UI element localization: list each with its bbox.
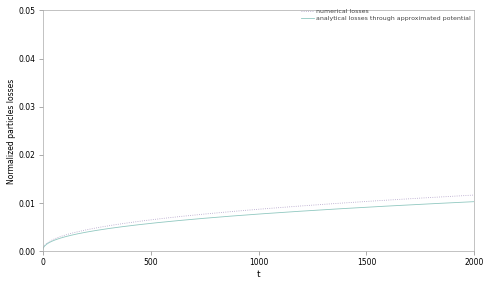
analytical losses through approximated potential bbox=[62, 235, 68, 239]
numerical losses bbox=[380, 199, 385, 202]
analytical losses through approximated potential bbox=[459, 200, 464, 204]
analytical losses through approximated potential bbox=[250, 213, 256, 216]
analytical losses through approximated potential bbox=[40, 248, 46, 251]
Line: analytical losses through approximated potential: analytical losses through approximated p… bbox=[43, 202, 474, 250]
X-axis label: t: t bbox=[257, 270, 260, 279]
numerical losses bbox=[40, 248, 46, 251]
analytical losses through approximated potential bbox=[238, 214, 244, 217]
numerical losses bbox=[62, 233, 68, 237]
numerical losses bbox=[238, 209, 244, 212]
Y-axis label: Normalized particles losses: Normalized particles losses bbox=[7, 78, 16, 184]
analytical losses through approximated potential bbox=[380, 204, 385, 208]
Line: numerical losses: numerical losses bbox=[43, 195, 474, 250]
numerical losses bbox=[250, 208, 256, 211]
Legend: numerical losses, analytical losses through approximated potential: numerical losses, analytical losses thro… bbox=[301, 9, 471, 21]
analytical losses through approximated potential bbox=[471, 200, 477, 203]
numerical losses bbox=[471, 193, 477, 197]
analytical losses through approximated potential bbox=[459, 200, 465, 204]
numerical losses bbox=[459, 194, 464, 197]
numerical losses bbox=[459, 194, 465, 197]
